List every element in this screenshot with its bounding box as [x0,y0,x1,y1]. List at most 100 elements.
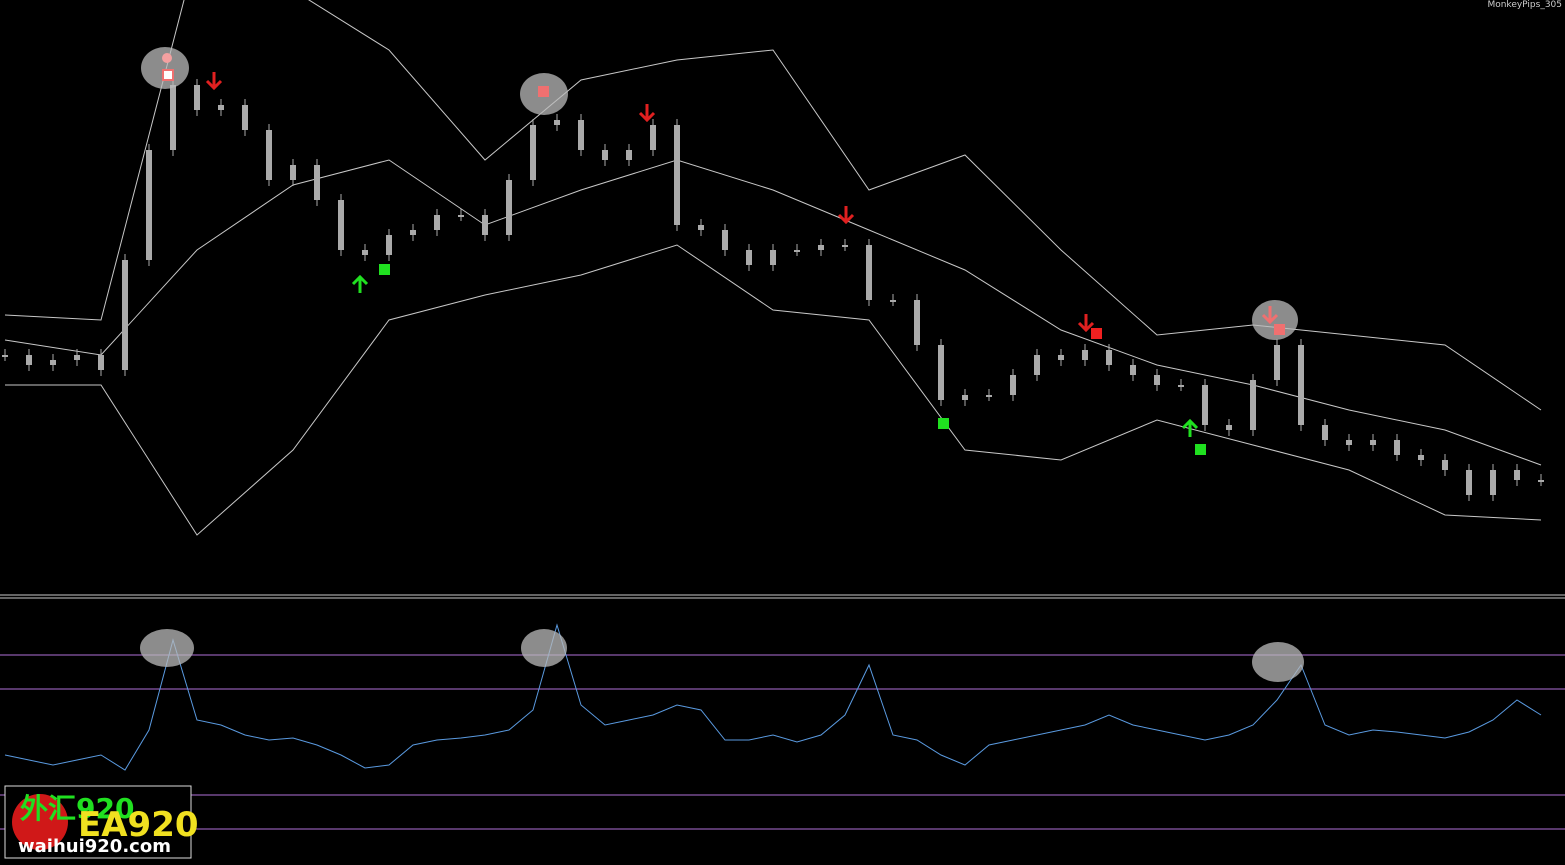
candle [530,125,536,180]
sell-arrow [1077,314,1095,333]
candle [170,85,176,150]
candle [1466,470,1472,495]
candle [1106,350,1112,365]
buy-square [1195,444,1206,455]
sell-arrow [1261,306,1279,325]
watermark-site: waihui920.com [18,836,171,857]
highlight [1252,300,1298,340]
candle [842,245,848,247]
main-pane [2,0,1544,536]
candle [962,395,968,400]
candle [938,345,944,400]
candle [1202,385,1208,425]
candle [818,245,824,250]
sell-arrows [205,72,1279,333]
candle [1346,440,1352,445]
buy-arrow [351,274,369,293]
watermark-brand: EA920 [78,805,199,845]
buy-square [379,264,390,275]
candle [2,355,8,357]
candle [146,150,152,260]
candle [1250,380,1256,430]
candle [1418,455,1424,460]
candle [770,250,776,265]
candle [50,360,56,365]
candle [698,225,704,230]
candle [1394,440,1400,455]
buy-arrows [351,274,1199,437]
band-line [4,159,1542,466]
candle [1370,440,1376,445]
candle [410,230,416,235]
candle [386,235,392,255]
highlight [140,629,194,667]
candle [1298,345,1304,425]
candle [482,215,488,235]
candle [866,245,872,300]
candle [626,150,632,160]
candle [1514,470,1520,480]
oscillator-line [4,623,1542,771]
candle [338,200,344,250]
candle [1154,375,1160,385]
band-line [5,244,1542,536]
sell-square [1091,328,1102,339]
candle [746,250,752,265]
candle [1538,480,1544,482]
sell-arrow [837,206,855,225]
buy-square [938,418,949,429]
candle [650,125,656,150]
candle [1226,425,1232,430]
candle [674,125,680,225]
candle [98,355,104,370]
sell-square [1274,324,1285,335]
signals [140,47,1304,682]
highlight [521,629,567,667]
candle [506,180,512,235]
watermark-logo [12,794,68,850]
indicator-label: MonkeyPips_305 [1487,0,1562,10]
watermark: 外汇920 EA920 waihui920.com [4,785,199,859]
candle [1322,425,1328,440]
highlight [1252,642,1304,682]
candle [1178,385,1184,387]
candle [194,85,200,110]
candle [290,165,296,180]
candle [602,150,608,160]
candle [122,260,128,370]
candle [242,105,248,130]
candle [26,355,32,365]
candle [1034,355,1040,375]
candle [1130,365,1136,375]
candle [914,300,920,345]
candle [74,355,80,360]
watermark-cn: 外汇920 [20,792,134,825]
candle [458,215,464,217]
candle [578,120,584,150]
sell-square [162,69,174,81]
highlight [141,47,189,89]
oscillator-pane [0,623,1565,830]
candle [362,250,368,255]
candle [1058,355,1064,360]
sell-arrow [638,104,656,123]
candle [1082,350,1088,360]
candle [1442,460,1448,470]
candle [1010,375,1016,395]
candle [1490,470,1496,495]
candle [434,215,440,230]
sell-arrow [205,72,223,91]
candle [314,165,320,200]
buy-arrow [1181,418,1199,437]
sell-dot [162,53,172,63]
candle [722,230,728,250]
candle [1274,345,1280,380]
candle [890,300,896,302]
candle [554,120,560,125]
candle [266,130,272,180]
candle [218,105,224,110]
sell-square [538,86,549,97]
candle [986,395,992,397]
